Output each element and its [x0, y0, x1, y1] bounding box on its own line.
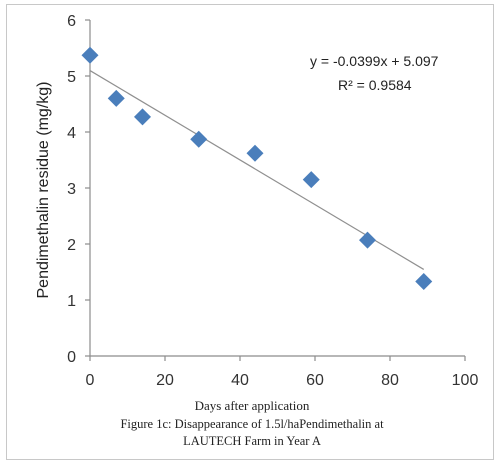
y-tick-label: 0	[67, 349, 76, 366]
chart-frame	[6, 4, 494, 460]
trendline-equation: y = -0.0399x + 5.097	[310, 53, 439, 69]
x-tick-label: 100	[452, 372, 479, 389]
data-point-marker	[107, 89, 125, 107]
x-tick-label: 40	[231, 372, 249, 389]
x-tick-label: 20	[156, 372, 174, 389]
x-tick-label: 0	[86, 372, 95, 389]
y-tick-label: 2	[67, 237, 76, 254]
x-axis-label: Days after application	[195, 398, 310, 413]
r-squared-label: R² = 0.9584	[338, 77, 412, 93]
x-tick-label: 80	[381, 372, 399, 389]
y-tick-label: 5	[67, 69, 76, 86]
data-points	[81, 46, 433, 291]
data-point-marker	[415, 273, 433, 291]
data-point-marker	[359, 231, 376, 249]
y-tick-label: 4	[67, 125, 76, 142]
y-axis-label: Pendimethalin residue (mg/kg)	[35, 82, 52, 299]
data-point-marker	[302, 171, 320, 189]
figure-caption-line-1: Figure 1c: Disappearance of 1.5l/haPendi…	[120, 417, 384, 431]
data-point-marker	[134, 108, 151, 126]
y-tick-label: 6	[67, 13, 76, 30]
y-tick-label: 3	[67, 181, 76, 198]
axes	[89, 20, 465, 357]
x-tick-label: 60	[306, 372, 324, 389]
data-point-marker	[246, 144, 264, 162]
data-point-marker	[190, 130, 208, 148]
y-ticks: 0 1 2 3 4 5 6	[67, 13, 90, 366]
data-point-marker	[81, 46, 99, 64]
x-ticks: 0 20 40 60 80 100	[86, 356, 479, 389]
figure-caption-line-2: LAUTECH Farm in Year A	[183, 434, 321, 448]
y-tick-label: 1	[67, 293, 76, 310]
